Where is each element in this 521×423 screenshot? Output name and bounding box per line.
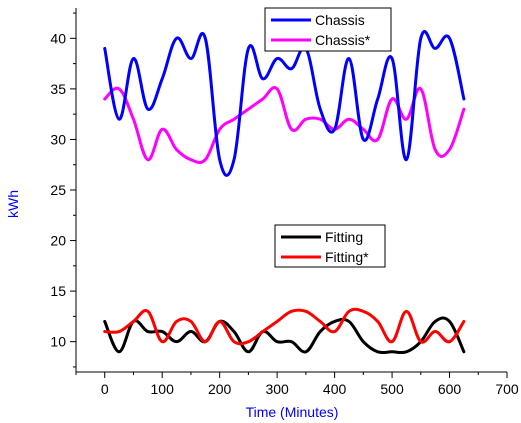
x-tick-label: 500 <box>380 381 404 397</box>
x-tick-label: 600 <box>438 381 462 397</box>
legend-label-fitting: Fitting <box>325 229 363 245</box>
x-tick-label: 200 <box>208 381 232 397</box>
y-tick-label: 15 <box>50 283 66 299</box>
legend-box <box>264 7 392 52</box>
y-axis-title: kWh <box>5 190 21 218</box>
legend-label-fitting-star: Fitting* <box>325 249 369 265</box>
plot-series <box>103 29 466 355</box>
legend-chassis: Chassis Chassis* <box>264 7 392 52</box>
x-tick-label: 400 <box>323 381 347 397</box>
legend-fitting: Fitting Fitting* <box>274 224 386 268</box>
series-line-chassis-star <box>103 86 466 165</box>
y-tick-label: 10 <box>50 334 66 350</box>
y-tick-label: 25 <box>50 182 66 198</box>
legend-box <box>274 224 386 268</box>
y-tick-label: 40 <box>50 30 66 46</box>
y-tick-label: 20 <box>50 233 66 249</box>
legend-label-chassis-star: Chassis* <box>315 32 371 48</box>
x-tick-label: 300 <box>265 381 289 397</box>
x-axis: 0 100 200 300 400 500 600 700 <box>75 371 519 397</box>
y-axis: 10 15 20 25 30 35 40 <box>50 8 77 372</box>
series-line-fitting-star <box>103 307 466 346</box>
series-line-fitting <box>103 316 466 355</box>
series-line-chassis <box>103 29 466 177</box>
y-tick-label: 30 <box>50 131 66 147</box>
x-axis-title: Time (Minutes) <box>246 404 339 420</box>
x-tick-label: 0 <box>101 381 109 397</box>
legend-label-chassis: Chassis <box>315 12 365 28</box>
x-tick-label: 100 <box>151 381 175 397</box>
y-tick-label: 35 <box>50 81 66 97</box>
x-tick-label: 700 <box>495 381 519 397</box>
